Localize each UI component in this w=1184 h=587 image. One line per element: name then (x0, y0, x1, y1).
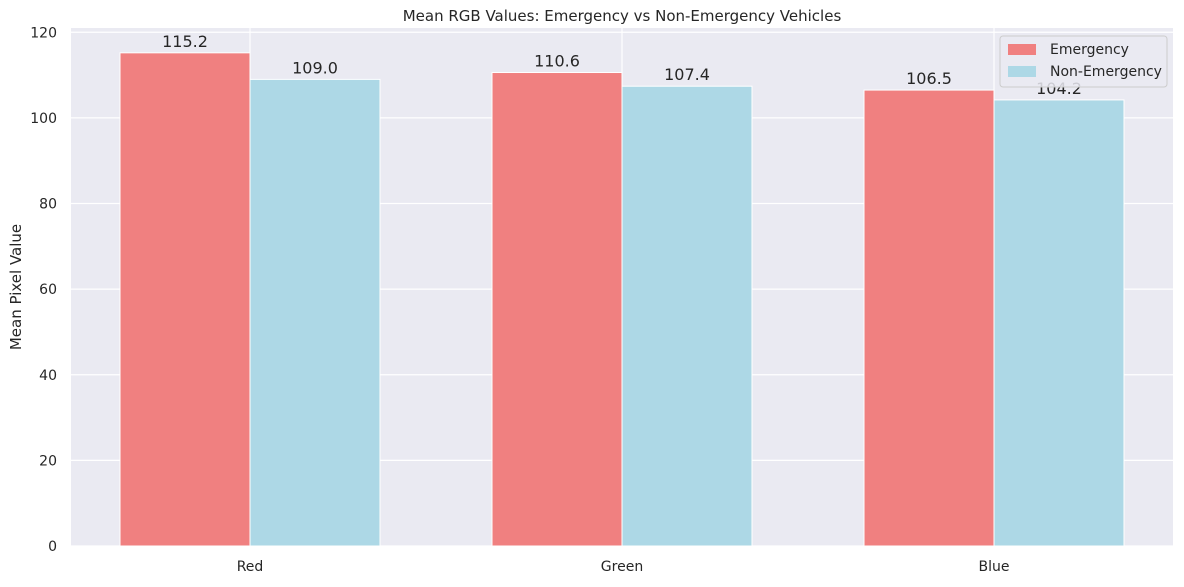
y-axis-title: Mean Pixel Value (7, 224, 25, 350)
legend-box (999, 35, 1168, 88)
x-tick-label: Red (237, 559, 264, 575)
data-label: 107.4 (664, 65, 710, 84)
x-tick-label: Green (601, 559, 643, 575)
chart-title: Mean RGB Values: Emergency vs Non-Emerge… (403, 7, 842, 25)
data-label: 109.0 (292, 58, 338, 77)
y-tick-label: 120 (30, 25, 57, 41)
legend-swatch (1008, 44, 1036, 55)
y-tick-label: 60 (39, 282, 57, 298)
legend-label: Emergency (1050, 42, 1129, 58)
data-label: 110.6 (534, 52, 580, 71)
data-label: 106.5 (906, 69, 952, 88)
y-tick-label: 100 (30, 111, 57, 127)
y-tick-label: 20 (39, 453, 57, 469)
axis-layer: 0 20 40 60 80 100 120 Red Green Blue (30, 25, 1009, 575)
legend: Emergency Non-Emergency (999, 35, 1168, 88)
y-tick-label: 80 (39, 197, 57, 213)
bar-layer (119, 52, 1125, 547)
bar-non-emergency-red (249, 78, 381, 547)
legend-label: Non-Emergency (1050, 64, 1162, 80)
data-label: 115.2 (162, 32, 208, 51)
bar-emergency-red (119, 52, 251, 547)
bar-emergency-green (491, 72, 623, 547)
bar-emergency-blue (863, 89, 995, 547)
legend-swatch (1008, 66, 1036, 77)
y-tick-label: 40 (39, 368, 57, 384)
y-tick-label: 0 (48, 539, 57, 555)
x-tick-label: Blue (979, 559, 1010, 575)
bar-non-emergency-green (621, 85, 753, 547)
bar-non-emergency-blue (993, 99, 1125, 547)
